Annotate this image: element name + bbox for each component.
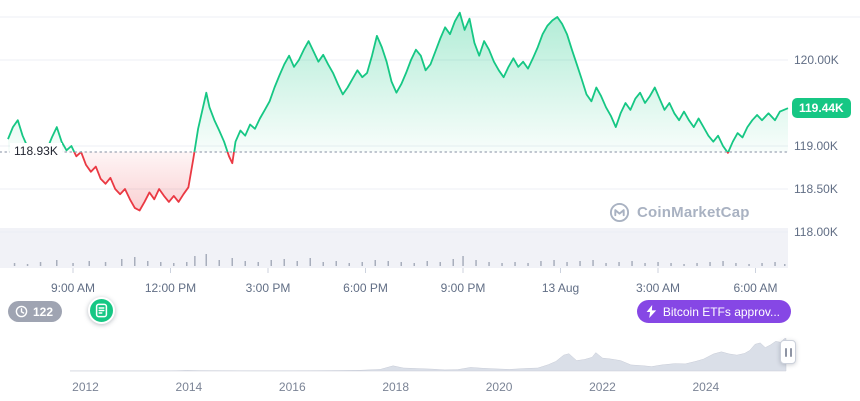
year-axis-label: 2018 xyxy=(382,380,410,394)
navigator-resize-handle[interactable] xyxy=(780,340,796,364)
event-label: Bitcoin ETFs approv... xyxy=(662,304,780,319)
time-axis-label: 3:00 AM xyxy=(635,281,681,295)
lightning-icon xyxy=(646,305,657,318)
watermark-text: CoinMarketCap xyxy=(637,204,750,221)
annotations-count: 122 xyxy=(33,304,54,319)
time-axis-label: 12:00 PM xyxy=(144,281,197,295)
time-axis-label: 9:00 AM xyxy=(50,281,96,295)
previous-close-label: 118.93K xyxy=(10,143,62,161)
event-annotation-button[interactable]: Bitcoin ETFs approv... xyxy=(636,300,791,323)
time-axis-label: 9:00 PM xyxy=(440,281,486,295)
time-axis-label: 3:00 PM xyxy=(245,281,291,295)
time-axis-label: 13 Aug xyxy=(541,281,580,295)
year-axis-label: 2022 xyxy=(589,380,616,394)
year-axis-label: 2020 xyxy=(485,380,513,394)
document-icon xyxy=(95,303,108,318)
price-axis-label: 119.00K xyxy=(794,139,838,153)
current-price-badge: 119.44K xyxy=(792,98,851,119)
annotations-count-button[interactable]: 122 xyxy=(8,301,63,322)
price-axis-label: 118.50K xyxy=(794,182,838,196)
navigator-chart[interactable] xyxy=(0,333,860,375)
year-axis-label: 2012 xyxy=(72,380,99,394)
price-axis-label: 120.00K xyxy=(794,53,839,67)
coinmarketcap-logo-icon xyxy=(609,202,630,223)
coinmarketcap-watermark: CoinMarketCap xyxy=(609,202,750,223)
news-annotation-button[interactable] xyxy=(88,297,115,324)
time-axis-label: 6:00 AM xyxy=(733,281,778,295)
time-axis-label: 6:00 PM xyxy=(343,281,388,295)
year-axis-label: 2024 xyxy=(692,380,720,394)
history-clock-icon xyxy=(15,305,28,318)
year-axis-label: 2014 xyxy=(175,380,203,394)
year-axis-label: 2016 xyxy=(278,380,306,394)
price-axis-label: 118.00K xyxy=(794,225,838,239)
price-chart[interactable] xyxy=(0,0,860,276)
